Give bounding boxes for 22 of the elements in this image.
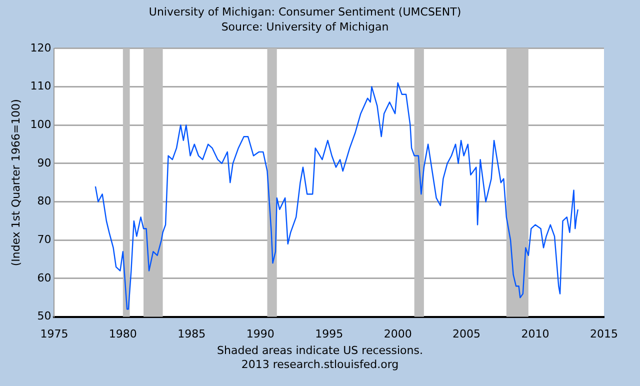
x-tick-label: 1975 [40,327,68,340]
y-tick-label: 100 [30,118,52,131]
x-tick-label: 1980 [108,327,137,340]
x-tick-label: 1990 [246,327,274,340]
text: Shaded areas indicate US recessions. [216,344,424,358]
x-tick-label: 1985 [178,327,206,340]
y-tick-label: 120 [30,41,52,54]
x-tick-label: 2000 [384,327,412,340]
y-tick-label: 90 [37,156,52,170]
y-tick-label: 60 [37,271,52,284]
y-tick-label: 110 [30,80,52,93]
chart-title: University of Michigan: Consumer Sentiment (UMCSENT) [148,5,462,18]
x-tick-label: 2005 [452,327,481,340]
chart-subtitle: Source: University of Michigan [221,20,389,34]
text: 2013 research.stlouisfed.org [240,358,400,372]
y-tick-label: 70 [37,232,52,246]
y-axis-title: (Index 1st Quarter 1966=100) [9,99,22,266]
x-tick-label: 2015 [590,327,618,340]
y-tick-label: 80 [37,194,52,208]
x-tick-label: 2010 [521,327,550,340]
y-tick-label: 50 [37,310,52,323]
x-tick-label: 1995 [315,327,344,340]
